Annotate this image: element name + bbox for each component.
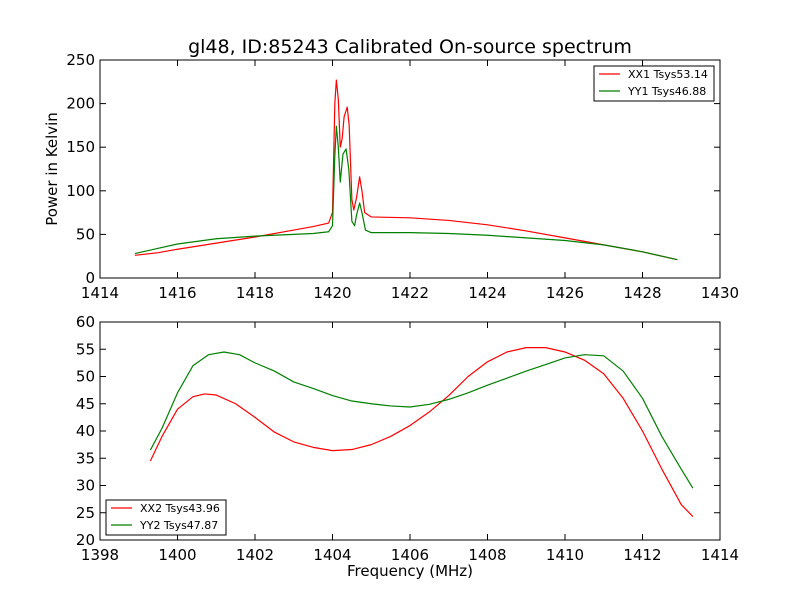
- top-plot-frame: [99, 59, 721, 279]
- bottom-panel: 1398 1400 1402 1404 1406 1408 1410 1412 1414 20 25…: [76, 313, 739, 580]
- bottom-y-tick-label: 50: [76, 368, 95, 386]
- top-x-tick-label: 1422: [391, 284, 429, 302]
- top-legend-box: [593, 65, 715, 102]
- top-legend-label-xx1: XX1 Tsys53.14: [628, 68, 708, 81]
- top-y-tick-label: 50: [76, 225, 95, 243]
- top-x-tick-label: 1430: [701, 284, 739, 302]
- chart-title: gl48, ID:85243 Calibrated On-source spec…: [188, 36, 632, 58]
- top-axis-ticks: 1414 1416 1418 1420 1422 1424 1426 1428 1430 0 50 1…: [66, 51, 739, 302]
- top-y-tick-label: 100: [66, 182, 95, 200]
- bottom-series-lines: [149, 347, 694, 517]
- bottom-y-tick-label: 60: [76, 313, 95, 331]
- bottom-x-tick-label: 1402: [236, 546, 274, 564]
- top-y-tick-label: 200: [66, 95, 95, 113]
- bottom-y-tick-label: 35: [76, 449, 95, 467]
- top-series-line-1: [134, 79, 678, 261]
- top-y-tick-label: 0: [85, 269, 95, 287]
- bottom-axis-ticks: 1398 1400 1402 1404 1406 1408 1410 1412 1414 20 25…: [76, 313, 739, 564]
- bottom-x-tick-label: 1410: [546, 546, 584, 564]
- bottom-x-tick-label: 1406: [391, 546, 429, 564]
- bottom-legend-label-yy2: YY2 Tsys47.87: [139, 519, 218, 532]
- bottom-series-line-1: [149, 347, 694, 517]
- bottom-x-tick-label: 1408: [468, 546, 506, 564]
- bottom-y-tick-label: 20: [76, 531, 95, 549]
- bottom-y-tick-label: 30: [76, 477, 95, 495]
- top-x-tick-label: 1428: [623, 284, 661, 302]
- top-legend-label-yy1: YY1 Tsys46.88: [627, 85, 706, 98]
- bottom-legend-label-xx2: XX2 Tsys43.96: [140, 502, 220, 515]
- top-x-tick-label: 1416: [158, 284, 196, 302]
- top-y-axis-label: Power in Kelvin: [43, 112, 61, 226]
- bottom-x-tick-label: 1412: [623, 546, 661, 564]
- bottom-series-line-2: [149, 351, 694, 489]
- bottom-y-tick-label: 45: [76, 395, 95, 413]
- bottom-x-tick-label: 1414: [701, 546, 739, 564]
- bottom-x-tick-label: 1400: [158, 546, 196, 564]
- top-y-tick-label: 250: [66, 51, 95, 69]
- top-x-tick-label: 1418: [236, 284, 274, 302]
- bottom-x-tick-label: 1398: [81, 546, 119, 564]
- top-x-tick-label: 1426: [546, 284, 584, 302]
- bottom-legend: XX2 Tsys43.96 YY2 Tsys47.87: [105, 499, 227, 536]
- bottom-legend-box: [105, 499, 227, 536]
- bottom-plot-frame: [99, 321, 721, 541]
- top-x-tick-label: 1414: [81, 284, 119, 302]
- top-series-lines: [134, 79, 678, 261]
- top-series-line-2: [134, 125, 678, 261]
- bottom-x-axis-label: Frequency (MHz): [347, 562, 473, 580]
- bottom-y-tick-label: 55: [76, 340, 95, 358]
- bottom-y-tick-label: 40: [76, 422, 95, 440]
- bottom-y-tick-label: 25: [76, 504, 95, 522]
- top-y-tick-label: 150: [66, 138, 95, 156]
- bottom-x-tick-label: 1404: [313, 546, 351, 564]
- top-x-tick-label: 1420: [313, 284, 351, 302]
- top-panel: 1414 1416 1418 1420 1422 1424 1426 1428 1430 0 50 1…: [43, 51, 739, 302]
- top-legend: XX1 Tsys53.14 YY1 Tsys46.88: [593, 65, 715, 102]
- top-x-tick-label: 1424: [468, 284, 506, 302]
